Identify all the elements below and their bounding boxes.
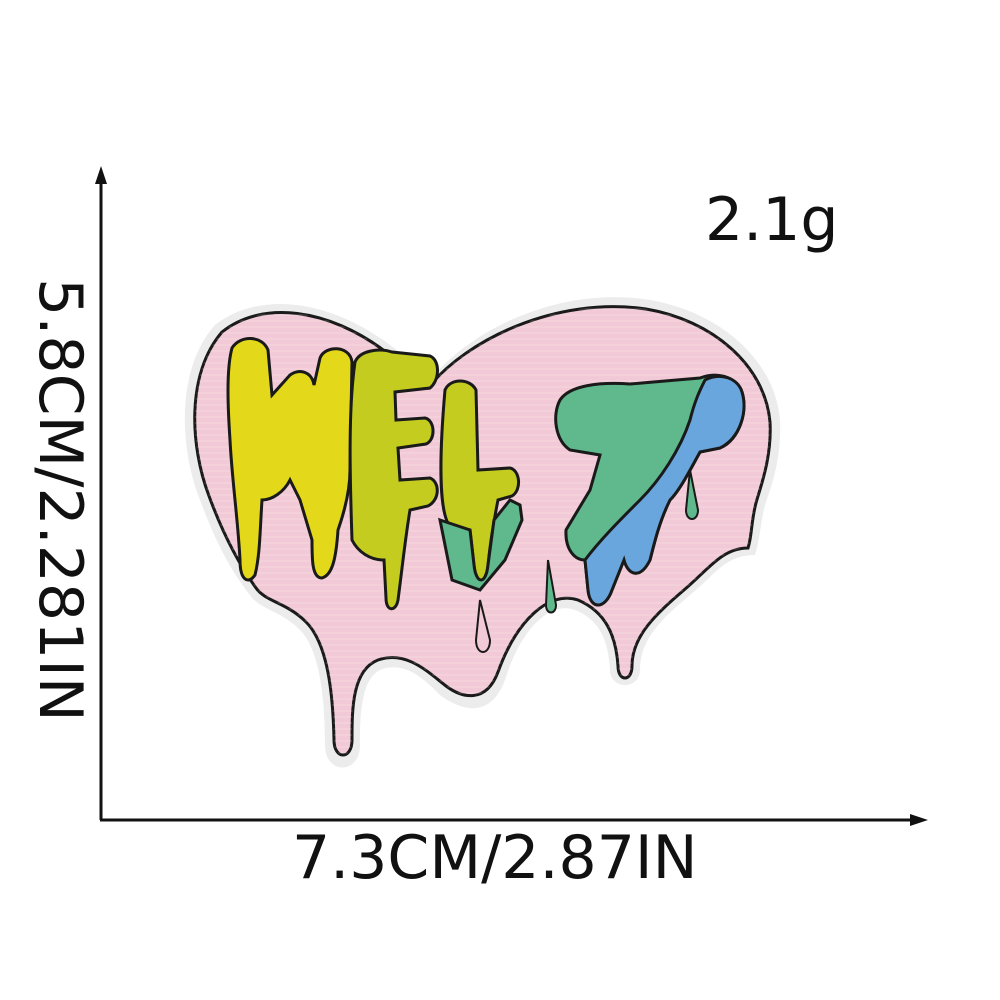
weight-label: 2.1g bbox=[705, 185, 839, 255]
width-label: 7.3CM/2.87IN bbox=[292, 823, 698, 893]
melt-heart-patch bbox=[184, 297, 781, 768]
height-label: 5.8CM/2.281IN bbox=[25, 278, 95, 722]
letter-m bbox=[226, 337, 354, 582]
letter-e bbox=[348, 348, 439, 611]
height-axis-arrow bbox=[95, 166, 107, 820]
width-axis-arrow bbox=[100, 814, 928, 826]
